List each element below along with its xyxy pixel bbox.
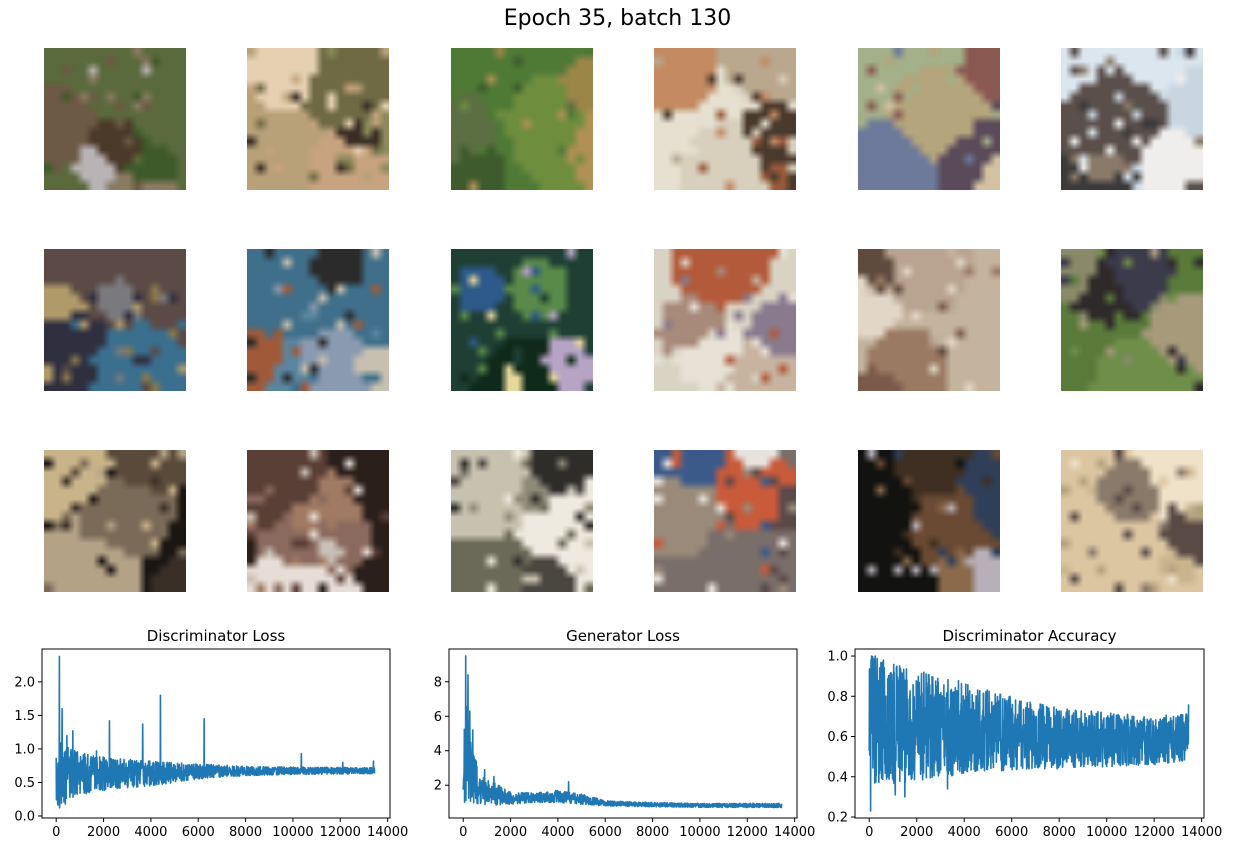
sample-2 xyxy=(247,48,389,190)
sample-4 xyxy=(654,48,796,190)
x-tick-label: 12000 xyxy=(727,825,768,840)
x-tick-label: 0 xyxy=(865,825,873,840)
x-tick-label: 6000 xyxy=(182,825,215,840)
x-tick-label: 14000 xyxy=(1181,825,1222,840)
y-tick-label: 6 xyxy=(434,710,442,725)
series-line xyxy=(55,655,376,809)
x-tick-label: 10000 xyxy=(1086,825,1127,840)
sample-15 xyxy=(451,450,593,592)
chart-title: Discriminator Loss xyxy=(147,627,286,645)
sample-6 xyxy=(1061,48,1203,190)
x-tick-label: 10000 xyxy=(679,825,720,840)
sample-13 xyxy=(44,450,186,592)
sample-16 xyxy=(654,450,796,592)
x-tick-label: 2000 xyxy=(494,825,527,840)
x-tick-label: 14000 xyxy=(367,825,408,840)
y-tick-label: 2.0 xyxy=(14,675,35,690)
x-tick-label: 8000 xyxy=(1043,825,1076,840)
sample-14 xyxy=(247,450,389,592)
x-tick-label: 4000 xyxy=(948,825,981,840)
x-tick-label: 0 xyxy=(52,825,60,840)
series-line xyxy=(462,655,783,809)
chart-2: Generator Loss 0 2000 4000 6000 8000 10000 1200… xyxy=(434,627,816,840)
series-line xyxy=(868,655,1190,812)
y-tick-label: 0.4 xyxy=(827,770,848,785)
sample-1 xyxy=(44,48,186,190)
chart-title: Generator Loss xyxy=(566,627,680,645)
y-tick-label: 1.0 xyxy=(827,650,848,665)
y-tick-label: 8 xyxy=(434,675,442,690)
chart-title: Discriminator Accuracy xyxy=(942,627,1116,645)
x-tick-label: 6000 xyxy=(589,825,622,840)
y-tick-label: 1.0 xyxy=(14,742,35,757)
y-tick-label: 1.5 xyxy=(14,709,35,724)
sample-10 xyxy=(654,249,796,391)
chart-1: Discriminator Loss 0 2000 4000 6000 8000 10000… xyxy=(14,627,408,840)
x-tick-label: 12000 xyxy=(320,825,361,840)
sample-3 xyxy=(451,48,593,190)
y-tick-label: 0.5 xyxy=(14,776,35,791)
sample-7 xyxy=(44,249,186,391)
sample-8 xyxy=(247,249,389,391)
x-tick-label: 10000 xyxy=(272,825,313,840)
x-tick-label: 2000 xyxy=(87,825,120,840)
y-tick-label: 0.2 xyxy=(827,810,848,825)
x-tick-label: 4000 xyxy=(134,825,167,840)
x-tick-label: 8000 xyxy=(636,825,669,840)
x-tick-label: 0 xyxy=(459,825,467,840)
y-tick-label: 0.0 xyxy=(14,809,35,824)
y-tick-label: 0.6 xyxy=(827,730,848,745)
x-tick-label: 14000 xyxy=(774,825,815,840)
sample-12 xyxy=(1061,249,1203,391)
y-tick-label: 2 xyxy=(434,779,442,794)
y-tick-label: 0.8 xyxy=(827,690,848,705)
x-tick-label: 4000 xyxy=(541,825,574,840)
y-tick-label: 4 xyxy=(434,744,442,759)
x-tick-label: 6000 xyxy=(995,825,1028,840)
x-tick-label: 12000 xyxy=(1133,825,1174,840)
x-tick-label: 8000 xyxy=(229,825,262,840)
sample-18 xyxy=(1061,450,1203,592)
axes-frame xyxy=(854,648,1205,819)
chart-3: Discriminator Accuracy 0 2000 4000 6000 8000 1… xyxy=(827,627,1222,840)
sample-5 xyxy=(858,48,1000,190)
axes-frame xyxy=(41,648,391,819)
sample-9 xyxy=(451,249,593,391)
sample-17 xyxy=(858,450,1000,592)
sample-11 xyxy=(858,249,1000,391)
figure-title: Epoch 35, batch 130 xyxy=(503,6,732,31)
axes-frame xyxy=(448,648,798,819)
x-tick-label: 2000 xyxy=(900,825,933,840)
